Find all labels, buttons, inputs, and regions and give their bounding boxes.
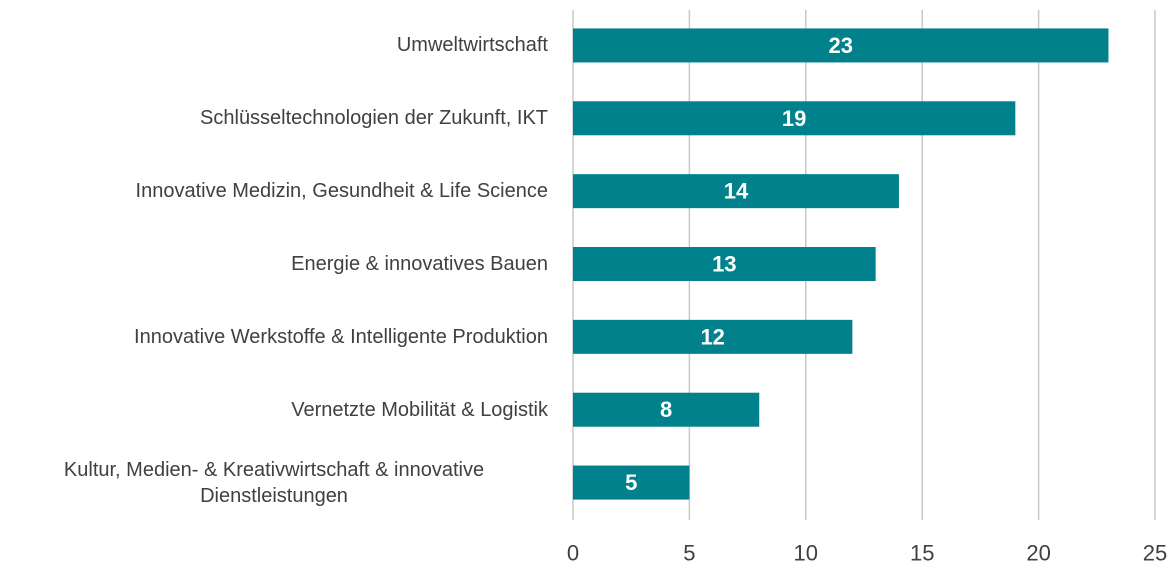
x-tick-label: 0 <box>567 541 579 566</box>
category-label-row: Kultur, Medien- & Kreativwirtschaft & in… <box>0 457 548 509</box>
bar <box>573 101 1016 136</box>
bar <box>573 465 690 500</box>
y-tick-label: Schlüsseltechnologien der Zukunft, IKT <box>200 107 548 130</box>
bar <box>573 319 853 354</box>
value-label: 13 <box>712 252 736 277</box>
value-label: 5 <box>625 470 637 495</box>
y-tick-label: Vernetzte Mobilität & Logistik <box>291 398 548 421</box>
bar <box>573 174 899 209</box>
value-label: 23 <box>828 33 852 58</box>
y-tick-label: Energie & innovatives Bauen <box>291 253 548 275</box>
category-label-row: Energie & innovatives Bauen <box>0 251 548 277</box>
category-label-row: Innovative Medizin, Gesundheit & Life Sc… <box>0 178 548 204</box>
value-label: 8 <box>660 397 672 422</box>
x-tick-label: 15 <box>910 541 934 566</box>
category-label-row: Vernetzte Mobilität & Logistik <box>0 397 548 423</box>
category-label-row: Innovative Werkstoffe & Intelligente Pro… <box>0 324 548 350</box>
bar <box>573 247 876 281</box>
value-label: 12 <box>700 324 724 349</box>
x-tick-label: 5 <box>683 541 695 566</box>
category-label-row: Umweltwirtschaft <box>0 32 548 58</box>
category-label-row: Schlüsseltechnologien der Zukunft, IKT <box>0 105 548 131</box>
x-tick-label: 25 <box>1143 541 1167 566</box>
y-tick-label: Kultur, Medien- & Kreativwirtschaft & in… <box>63 458 485 507</box>
value-label: 19 <box>782 106 806 131</box>
bar <box>573 392 760 427</box>
value-label: 14 <box>724 179 749 204</box>
bar <box>573 28 1109 63</box>
y-tick-label: Innovative Werkstoffe & Intelligente Pro… <box>134 325 548 348</box>
y-tick-label: Innovative Medizin, Gesundheit & Life Sc… <box>135 180 548 203</box>
x-tick-label: 20 <box>1026 541 1050 566</box>
y-tick-label: Umweltwirtschaft <box>396 34 548 57</box>
x-tick-label: 10 <box>794 541 818 566</box>
